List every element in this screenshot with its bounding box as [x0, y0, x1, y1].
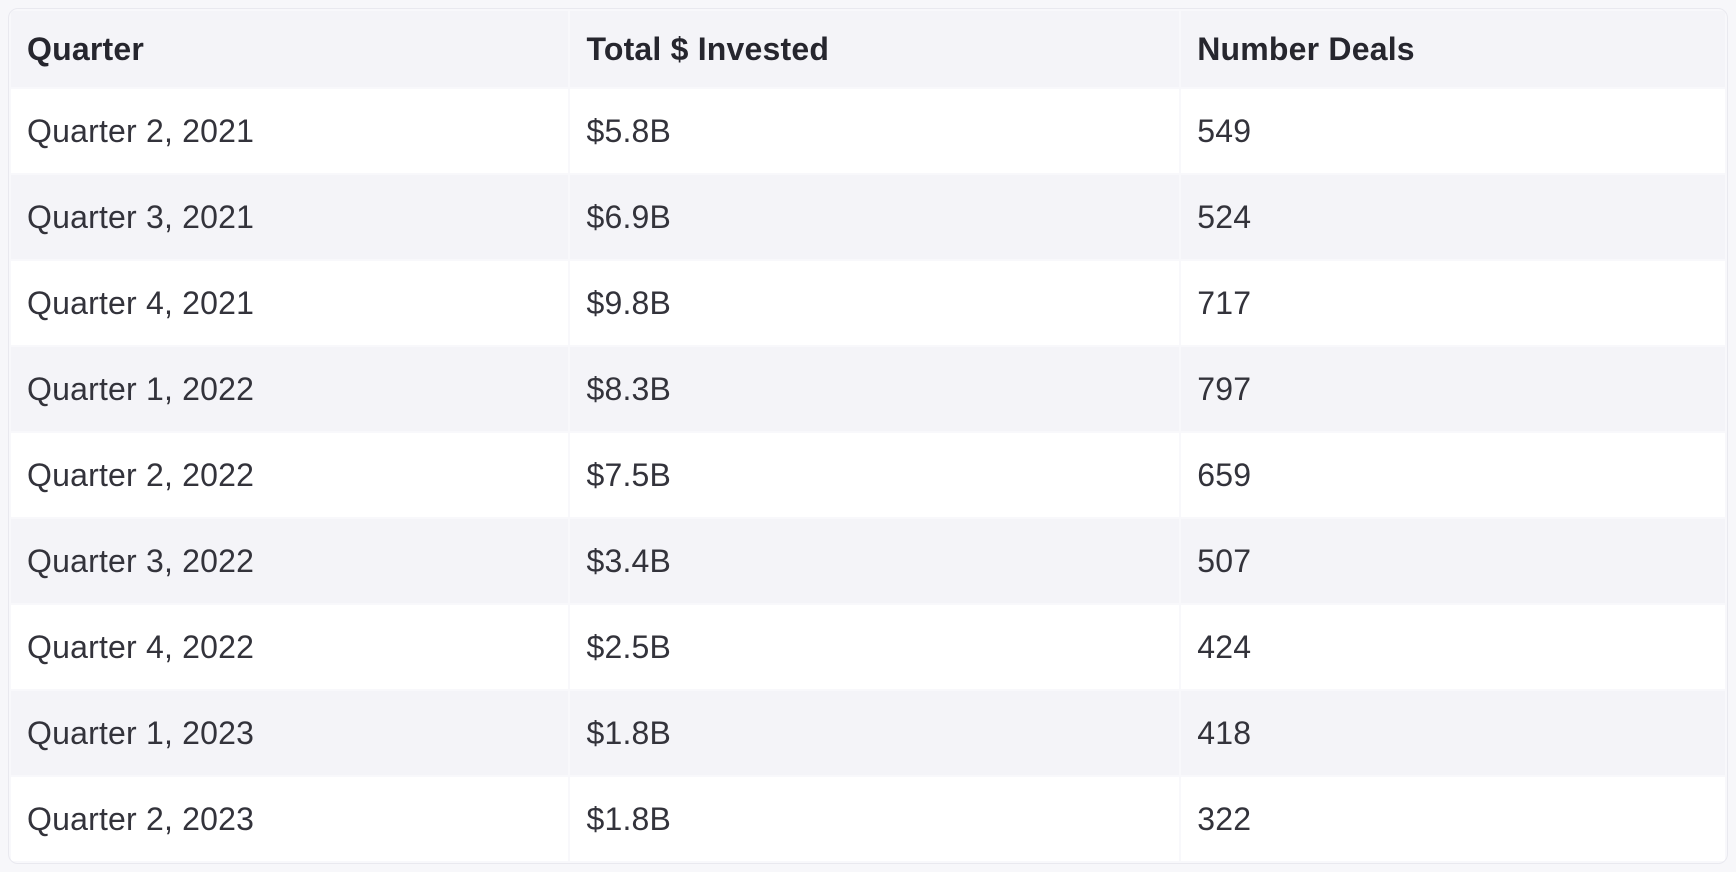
quarterly-deals-table: Quarter Total $ Invested Number Deals Qu… — [9, 9, 1727, 863]
cell-quarter: Quarter 3, 2022 — [11, 519, 569, 603]
cell-quarter: Quarter 4, 2022 — [11, 605, 569, 689]
cell-invested: $8.3B — [570, 347, 1180, 431]
cell-invested: $6.9B — [570, 175, 1180, 259]
cell-deals: 418 — [1181, 691, 1725, 775]
table-row: Quarter 4, 2022 $2.5B 424 — [11, 605, 1725, 689]
cell-quarter: Quarter 2, 2022 — [11, 433, 569, 517]
cell-invested: $1.8B — [570, 691, 1180, 775]
table-row: Quarter 1, 2022 $8.3B 797 — [11, 347, 1725, 431]
header-row: Quarter Total $ Invested Number Deals — [11, 11, 1725, 87]
table-row: Quarter 1, 2023 $1.8B 418 — [11, 691, 1725, 775]
column-header-deals: Number Deals — [1181, 11, 1725, 87]
cell-quarter: Quarter 1, 2023 — [11, 691, 569, 775]
cell-deals: 424 — [1181, 605, 1725, 689]
cell-quarter: Quarter 4, 2021 — [11, 261, 569, 345]
cell-quarter: Quarter 3, 2021 — [11, 175, 569, 259]
deals-table-card: Quarter Total $ Invested Number Deals Qu… — [8, 8, 1728, 864]
column-header-invested: Total $ Invested — [570, 11, 1180, 87]
cell-quarter: Quarter 2, 2021 — [11, 89, 569, 173]
table-row: Quarter 3, 2022 $3.4B 507 — [11, 519, 1725, 603]
cell-deals: 797 — [1181, 347, 1725, 431]
cell-deals: 659 — [1181, 433, 1725, 517]
cell-quarter: Quarter 2, 2023 — [11, 777, 569, 861]
cell-invested: $9.8B — [570, 261, 1180, 345]
table-row: Quarter 2, 2022 $7.5B 659 — [11, 433, 1725, 517]
cell-deals: 524 — [1181, 175, 1725, 259]
cell-invested: $1.8B — [570, 777, 1180, 861]
cell-quarter: Quarter 1, 2022 — [11, 347, 569, 431]
table-row: Quarter 2, 2023 $1.8B 322 — [11, 777, 1725, 861]
table-row: Quarter 2, 2021 $5.8B 549 — [11, 89, 1725, 173]
cell-deals: 717 — [1181, 261, 1725, 345]
cell-deals: 322 — [1181, 777, 1725, 861]
cell-invested: $5.8B — [570, 89, 1180, 173]
table-row: Quarter 3, 2021 $6.9B 524 — [11, 175, 1725, 259]
cell-deals: 549 — [1181, 89, 1725, 173]
column-header-quarter: Quarter — [11, 11, 569, 87]
table-row: Quarter 4, 2021 $9.8B 717 — [11, 261, 1725, 345]
cell-deals: 507 — [1181, 519, 1725, 603]
cell-invested: $3.4B — [570, 519, 1180, 603]
cell-invested: $7.5B — [570, 433, 1180, 517]
cell-invested: $2.5B — [570, 605, 1180, 689]
